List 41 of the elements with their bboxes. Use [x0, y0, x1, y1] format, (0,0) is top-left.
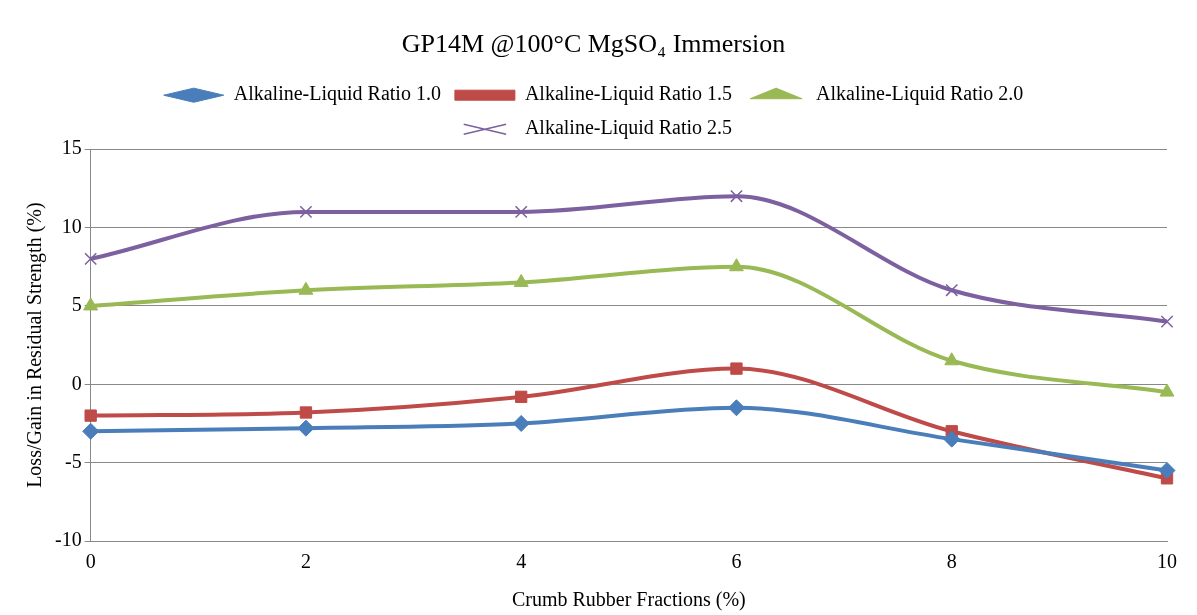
x-tick-label: 8	[946, 550, 957, 573]
point	[1159, 383, 1175, 397]
y-tick-label: -5	[64, 449, 82, 472]
x-tick-label: 6	[731, 550, 742, 573]
point	[730, 362, 743, 375]
point	[298, 281, 314, 295]
legend-label: Alkaline-Liquid Ratio 2.5	[524, 116, 733, 140]
point	[82, 422, 100, 440]
legend-label: Alkaline-Liquid Ratio 1.0	[233, 82, 441, 106]
point	[513, 273, 529, 287]
point	[1160, 315, 1174, 328]
point	[84, 252, 98, 266]
legend-label: Alkaline-Liquid Ratio 2.0	[816, 82, 1024, 106]
x-tick-label: 10	[1157, 550, 1177, 573]
x-tick-label: 2	[300, 550, 311, 573]
y-tick-label: 5	[71, 293, 82, 316]
point	[727, 399, 745, 417]
point	[83, 297, 99, 311]
point	[945, 283, 959, 297]
point	[512, 414, 530, 432]
y-tick-label: 0	[71, 371, 82, 394]
point	[299, 406, 313, 419]
point	[514, 205, 528, 219]
point	[729, 258, 744, 272]
point	[730, 189, 743, 203]
y-axis-title: Loss/Gain in Residual Strength (%)	[23, 202, 47, 488]
y-tick-label: -10	[54, 528, 82, 551]
point	[944, 352, 960, 366]
point	[943, 430, 961, 448]
x-axis-title: Crumb Rubber Fractions (%)	[511, 588, 746, 612]
x-tick-label: 4	[516, 550, 527, 573]
y-tick-label: 10	[61, 214, 82, 237]
point	[84, 409, 97, 422]
legend-label: Alkaline-Liquid Ratio 1.5	[524, 82, 733, 106]
x-tick-label: 0	[85, 550, 96, 573]
chart-title: GP14M @100°C MgSO₄ Immersion	[401, 29, 786, 59]
y-tick-label: 15	[61, 136, 82, 159]
point	[1158, 461, 1176, 479]
point	[297, 419, 315, 437]
point	[515, 390, 528, 403]
point	[299, 205, 313, 219]
